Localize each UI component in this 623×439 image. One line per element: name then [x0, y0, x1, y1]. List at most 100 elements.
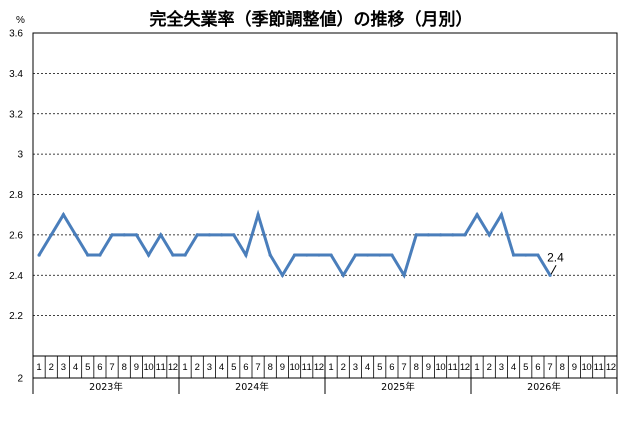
month-tick-label: 3 [499, 362, 504, 373]
data-point [86, 253, 90, 257]
data-point [268, 253, 272, 257]
data-point [426, 233, 431, 237]
data-point [49, 233, 53, 237]
month-tick-label: 10 [582, 362, 592, 373]
month-tick-label: 11 [594, 362, 604, 373]
y-tick-label: 2.2 [9, 311, 23, 322]
data-point [475, 213, 479, 217]
month-tick-label: 6 [535, 362, 540, 373]
month-tick-label: 8 [560, 362, 565, 373]
month-tick-label: 7 [547, 362, 552, 373]
data-point [183, 253, 187, 257]
month-tick-label: 2 [487, 362, 492, 373]
data-points [37, 213, 552, 277]
data-point [536, 253, 540, 257]
y-axis-unit: % [16, 15, 25, 26]
data-point [122, 233, 126, 237]
month-tick-label: 12 [314, 362, 324, 373]
month-tick-label: 6 [243, 362, 248, 373]
data-point [548, 273, 552, 277]
y-tick-label: 2.4 [9, 271, 23, 282]
data-point [292, 253, 297, 257]
data-point [524, 253, 528, 257]
month-tick-label: 8 [414, 362, 419, 373]
month-tick-label: 3 [207, 362, 212, 373]
y-tick-label: 2 [17, 374, 23, 385]
year-label: 2026年 [527, 381, 561, 393]
last-value-label: 2.4 [547, 250, 564, 264]
month-tick-label: 7 [109, 362, 114, 373]
data-point [390, 253, 394, 257]
month-tick-label: 6 [389, 362, 394, 373]
month-tick-label: 2 [49, 362, 54, 373]
data-point [256, 213, 260, 217]
month-tick-label: 5 [231, 362, 236, 373]
month-tick-label: 10 [144, 362, 154, 373]
data-point [244, 253, 248, 257]
month-tick-label: 5 [85, 362, 90, 373]
x-axis: 1 2 3 4 5 6 7 8 9 10 11 12 1 2 3 4 5 6 7 8 9 10 11 12 1 2 3 4 5 6 7 8 9 1… [32, 356, 618, 394]
month-tick-label: 4 [73, 362, 78, 373]
month-tick-label: 11 [302, 362, 312, 373]
data-point [329, 253, 333, 257]
month-tick-label: 3 [61, 362, 66, 373]
data-point [146, 253, 151, 257]
data-point [219, 233, 224, 237]
month-tick-label: 1 [36, 362, 41, 373]
unemployment-rate-line [37, 209, 552, 279]
data-point [353, 253, 358, 257]
data-point [232, 233, 236, 237]
month-tick-label: 7 [401, 362, 406, 373]
data-point [171, 253, 175, 257]
month-tick-label: 9 [426, 362, 431, 373]
chart-title: 完全失業率（季節調整値）の推移（月別） [150, 9, 473, 30]
data-point [499, 213, 504, 217]
month-tick-label: 12 [168, 362, 178, 373]
month-tick-label: 1 [182, 362, 187, 373]
data-point [438, 233, 443, 237]
year-label: 2025年 [381, 381, 415, 393]
data-label-leader [550, 265, 557, 275]
month-tick-label: 5 [377, 362, 382, 373]
month-tick-label: 4 [511, 362, 516, 373]
month-tick-label: 8 [268, 362, 273, 373]
data-point [134, 233, 139, 237]
y-tick-label: 2.8 [9, 190, 23, 201]
month-tick-label: 9 [280, 362, 285, 373]
data-point [195, 233, 199, 237]
data-point [341, 273, 345, 277]
month-tick-label: 11 [448, 362, 458, 373]
data-point [414, 233, 418, 237]
data-point [402, 273, 406, 277]
month-tick-label: 2 [195, 362, 200, 373]
data-point [73, 233, 78, 237]
y-tick-label: 3.2 [9, 109, 23, 120]
data-point [280, 273, 285, 277]
month-tick-label: 6 [97, 362, 102, 373]
month-tick-label: 7 [255, 362, 260, 373]
month-tick-label: 9 [134, 362, 139, 373]
data-point [365, 253, 370, 257]
month-tick-label: 4 [365, 362, 370, 373]
data-point [378, 253, 382, 257]
y-tick-label: 2.6 [9, 230, 23, 241]
month-tick-label: 2 [341, 362, 346, 373]
month-tick-label: 10 [436, 362, 446, 373]
month-tick-label: 3 [353, 362, 358, 373]
month-tick-label: 5 [523, 362, 528, 373]
data-point [487, 233, 491, 237]
data-point [511, 253, 516, 257]
year-label: 2023年 [89, 381, 123, 393]
data-point [463, 233, 467, 237]
month-tick-label: 1 [474, 362, 479, 373]
month-tick-label: 4 [219, 362, 224, 373]
data-point [159, 233, 163, 237]
year-label: 2024年 [235, 381, 269, 393]
y-tick-labels: 2 2.2 2.4 2.6 2.8 3 3.2 3.4 3.6 [9, 29, 23, 385]
data-point [110, 233, 114, 237]
month-tick-label: 12 [460, 362, 470, 373]
month-tick-label: 9 [572, 362, 577, 373]
data-point [98, 253, 102, 257]
y-tick-label: 3 [17, 150, 23, 161]
